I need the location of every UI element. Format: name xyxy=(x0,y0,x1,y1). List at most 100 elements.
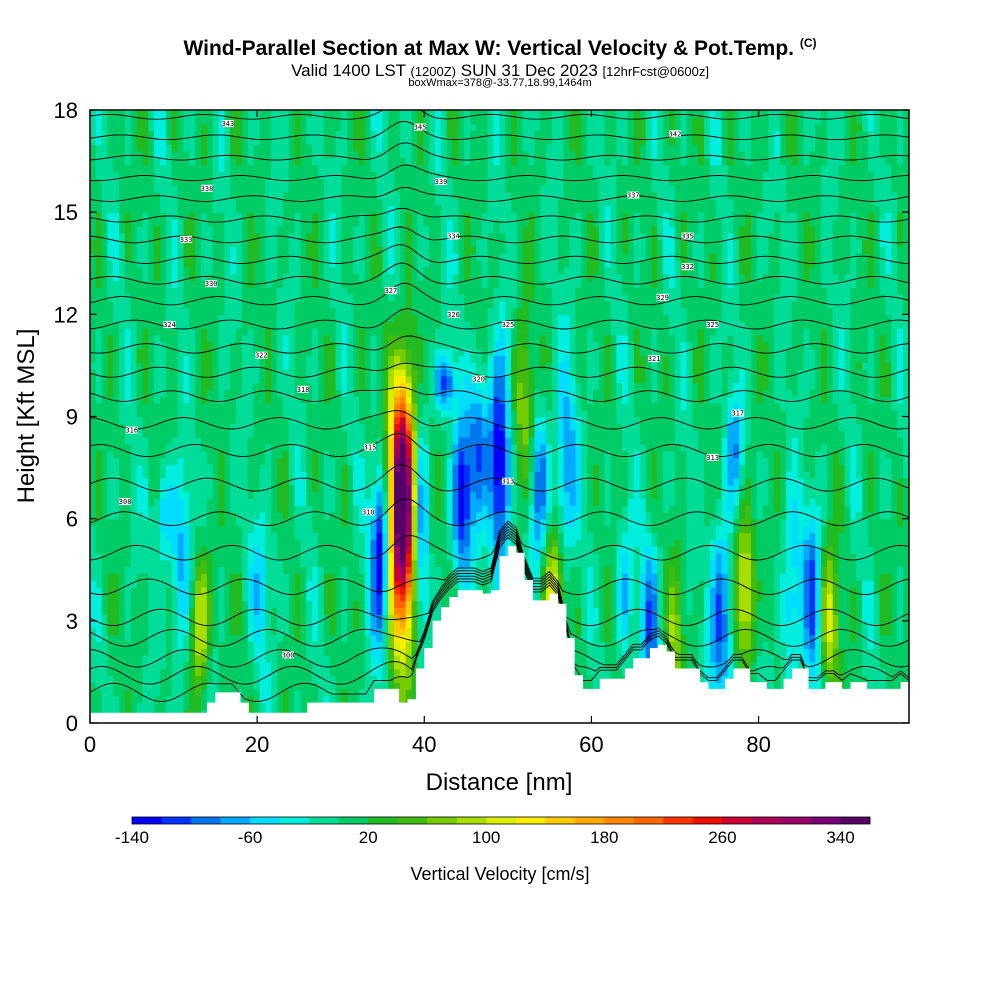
velocity-cell xyxy=(317,573,325,581)
velocity-cell xyxy=(183,600,191,608)
velocity-cell xyxy=(277,702,284,711)
velocity-cell xyxy=(165,498,173,506)
velocity-cell xyxy=(317,157,325,166)
velocity-cell xyxy=(136,348,144,356)
velocity-cell xyxy=(253,266,261,275)
velocity-cell xyxy=(241,157,249,166)
velocity-cell xyxy=(358,566,366,574)
velocity-cell xyxy=(241,566,249,574)
velocity-cell xyxy=(212,409,220,418)
velocity-cell xyxy=(236,647,243,656)
velocity-cell xyxy=(370,286,378,295)
velocity-cell xyxy=(200,164,208,173)
velocity-cell xyxy=(236,150,243,159)
velocity-cell xyxy=(218,327,226,336)
velocity-cell xyxy=(136,409,144,418)
velocity-cell xyxy=(90,116,97,125)
velocity-cell xyxy=(206,246,214,254)
velocity-cell xyxy=(388,661,395,670)
velocity-cell xyxy=(288,191,296,200)
velocity-cell xyxy=(364,314,372,322)
velocity-cell xyxy=(236,164,243,173)
velocity-cell xyxy=(160,402,167,411)
velocity-cell xyxy=(347,402,354,411)
velocity-cell xyxy=(154,252,161,261)
velocity-cell xyxy=(107,259,115,268)
velocity-cell xyxy=(247,205,255,213)
velocity-cell xyxy=(376,470,384,479)
velocity-cell xyxy=(288,150,296,159)
velocity-cell xyxy=(224,171,232,179)
velocity-cell xyxy=(107,688,115,697)
velocity-cell xyxy=(177,647,185,656)
velocity-cell xyxy=(300,491,308,499)
velocity-cell xyxy=(277,164,284,173)
velocity-cell xyxy=(253,184,261,193)
velocity-cell xyxy=(142,341,150,350)
velocity-cell xyxy=(136,110,144,118)
velocity-cell xyxy=(353,252,360,261)
velocity-cell xyxy=(335,641,343,649)
velocity-cell xyxy=(177,641,185,649)
velocity-cell xyxy=(353,293,360,302)
velocity-cell xyxy=(136,634,144,643)
velocity-cell xyxy=(160,368,167,377)
velocity-cell xyxy=(382,681,390,690)
velocity-cell xyxy=(218,348,226,356)
velocity-cell xyxy=(224,143,232,152)
velocity-cell xyxy=(370,579,378,588)
velocity-cell xyxy=(382,110,390,118)
velocity-cell xyxy=(288,348,296,356)
velocity-cell xyxy=(171,334,179,343)
velocity-cell xyxy=(119,191,126,200)
velocity-cell xyxy=(411,491,419,499)
velocity-cell xyxy=(136,416,144,425)
velocity-cell xyxy=(130,552,138,561)
velocity-cell xyxy=(160,334,167,343)
velocity-cell xyxy=(317,416,325,425)
velocity-cell xyxy=(195,286,202,295)
velocity-cell xyxy=(154,470,161,479)
velocity-cell xyxy=(317,375,325,384)
velocity-cell xyxy=(312,511,319,520)
velocity-cell xyxy=(119,157,126,166)
velocity-cell xyxy=(247,334,255,343)
velocity-cell xyxy=(364,184,372,193)
velocity-cell xyxy=(277,382,284,391)
velocity-cell xyxy=(306,205,314,213)
velocity-cell xyxy=(294,457,302,465)
velocity-cell xyxy=(364,375,372,384)
velocity-cell xyxy=(113,368,121,377)
velocity-cell xyxy=(101,668,109,677)
velocity-cell xyxy=(271,157,278,166)
velocity-cell xyxy=(259,218,267,227)
velocity-cell xyxy=(358,293,366,302)
velocity-cell xyxy=(394,504,401,513)
velocity-cell xyxy=(224,586,232,595)
velocity-cell xyxy=(142,477,150,486)
velocity-cell xyxy=(95,314,103,322)
velocity-cell xyxy=(271,423,278,431)
velocity-cell xyxy=(394,525,401,534)
velocity-cell xyxy=(90,525,97,534)
velocity-cell xyxy=(405,450,413,459)
velocity-cell xyxy=(200,409,208,418)
velocity-cell xyxy=(323,252,331,261)
velocity-cell xyxy=(247,579,255,588)
velocity-cell xyxy=(90,566,97,574)
velocity-cell xyxy=(277,402,284,411)
velocity-cell xyxy=(236,566,243,574)
velocity-cell xyxy=(306,232,314,241)
velocity-cell xyxy=(294,314,302,322)
velocity-cell xyxy=(347,477,354,486)
velocity-cell xyxy=(113,382,121,391)
velocity-cell xyxy=(136,286,144,295)
velocity-cell xyxy=(212,293,220,302)
velocity-cell xyxy=(312,137,319,145)
velocity-cell xyxy=(113,266,121,275)
velocity-cell xyxy=(312,280,319,288)
velocity-cell xyxy=(364,566,372,574)
velocity-cell xyxy=(388,150,395,159)
velocity-cell xyxy=(171,545,179,554)
velocity-cell xyxy=(165,293,173,302)
